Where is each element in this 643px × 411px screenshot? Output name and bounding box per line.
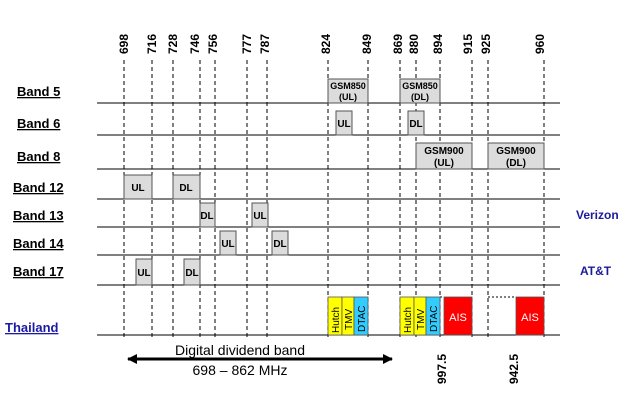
block-label: UL (131, 183, 144, 194)
band13-dl-block: DL (199, 202, 216, 228)
thailand-group-1: Hutch TMV DTAC (327, 296, 369, 336)
block-label: GSM850 (402, 81, 438, 91)
band14-ul-block: UL (219, 230, 237, 256)
ais-block-1: AIS (443, 296, 473, 336)
op-dtac-label: DTAC (429, 306, 440, 332)
band12-dl-block: DL (172, 174, 201, 200)
block-label: (DL) (506, 158, 526, 169)
block-label: (UL) (339, 92, 357, 102)
band13-ul-block: UL (251, 202, 269, 228)
digital-dividend-range: 698 – 862 MHz (193, 362, 288, 378)
freq-label: 698 (117, 34, 131, 54)
block-label: (UL) (434, 158, 454, 169)
freq-label: 728 (166, 34, 180, 54)
block-label: UL (253, 211, 266, 222)
band5-dl-block: GSM850 (DL) (399, 78, 441, 104)
freq-label: 880 (407, 34, 421, 54)
freq-lines (123, 60, 545, 340)
band-labels: Band 5 Band 6 Band 8 Band 12 Band 13 Ban… (5, 84, 64, 335)
band12-ul-block: UL (123, 174, 153, 200)
block-label: DL (185, 268, 198, 279)
band-label-14: Band 14 (13, 236, 64, 251)
freq-label: 824 (319, 34, 333, 54)
band5-ul-block: GSM850 (UL) (327, 78, 369, 104)
freq-note-997: 997.5 (435, 354, 449, 384)
band6-ul-block: UL (335, 110, 353, 136)
op-dtac-label: DTAC (357, 306, 368, 332)
band-label-17: Band 17 (13, 264, 64, 279)
op-ais-label: AIS (521, 312, 539, 324)
op-ais-label: AIS (449, 312, 467, 324)
freq-label: 894 (431, 34, 445, 54)
carrier-verizon: Verizon (576, 208, 619, 222)
block-label: (DL) (411, 92, 429, 102)
op-tmv-label: TMV (344, 309, 355, 330)
op-hutch-label: Hutch (331, 307, 342, 333)
freq-label: 746 (188, 34, 202, 54)
block-label: DL (179, 183, 192, 194)
thailand-label: Thailand (5, 320, 59, 335)
freq-note-942: 942.5 (507, 354, 521, 384)
carrier-att: AT&T (580, 264, 612, 278)
block-label: UL (337, 119, 350, 130)
thailand-group-2: Hutch TMV DTAC (399, 296, 441, 336)
op-hutch-label: Hutch (403, 307, 414, 333)
freq-label: 925 (479, 34, 493, 54)
block-label: DL (273, 239, 286, 250)
block-label: GSM900 (496, 146, 536, 157)
band14-dl-block: DL (271, 230, 289, 256)
band17-dl-block: DL (183, 258, 201, 286)
op-tmv-label: TMV (416, 309, 427, 330)
band-label-6: Band 6 (17, 116, 60, 131)
block-label: GSM850 (330, 81, 366, 91)
band-label-12: Band 12 (13, 180, 64, 195)
block-label: DL (409, 119, 422, 130)
freq-label: 869 (391, 34, 405, 54)
band-label-8: Band 8 (17, 149, 60, 164)
freq-label: 915 (461, 34, 475, 54)
freq-label: 960 (533, 34, 547, 54)
block-label: UL (137, 268, 150, 279)
block-label: GSM900 (424, 146, 464, 157)
freq-label: 756 (206, 34, 220, 54)
band-label-13: Band 13 (13, 208, 64, 223)
freq-labels: 698 716 728 746 756 777 787 824 849 869 … (117, 34, 547, 54)
ais-block-2: AIS (515, 296, 545, 336)
digital-dividend-title: Digital dividend band (175, 342, 305, 358)
band8-ul-block: GSM900 (UL) (415, 142, 473, 170)
freq-label: 716 (145, 34, 159, 54)
block-label: UL (221, 239, 234, 250)
band17-ul-block: UL (135, 258, 153, 286)
block-label: DL (200, 211, 213, 222)
band-label-5: Band 5 (17, 84, 60, 99)
band6-dl-block: DL (407, 110, 425, 136)
band8-dl-block: GSM900 (DL) (487, 142, 545, 170)
freq-label: 849 (360, 34, 374, 54)
freq-label: 787 (258, 34, 272, 54)
freq-label: 777 (240, 34, 254, 54)
